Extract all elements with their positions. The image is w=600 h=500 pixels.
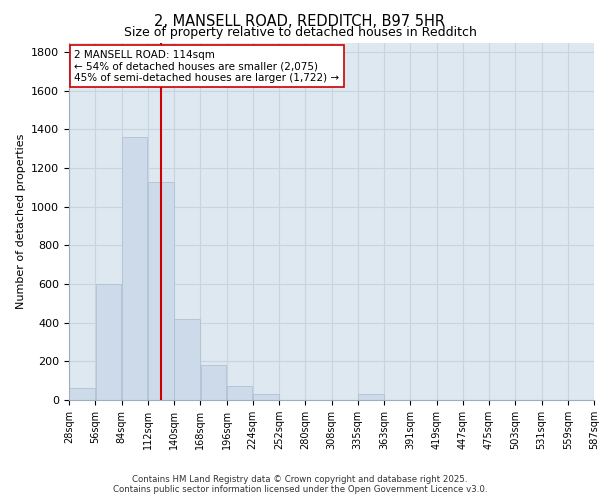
Text: 2 MANSELL ROAD: 114sqm
← 54% of detached houses are smaller (2,075)
45% of semi-: 2 MANSELL ROAD: 114sqm ← 54% of detached… [74,50,340,83]
Bar [122,137,148,400]
Text: 2, MANSELL ROAD, REDDITCH, B97 5HR: 2, MANSELL ROAD, REDDITCH, B97 5HR [155,14,445,29]
Bar [174,319,200,400]
Bar [358,394,384,400]
Bar [69,388,95,400]
Bar [95,284,121,400]
Bar [148,182,174,400]
Bar [253,394,279,400]
Text: Size of property relative to detached houses in Redditch: Size of property relative to detached ho… [124,26,476,39]
Text: Contains HM Land Registry data © Crown copyright and database right 2025.
Contai: Contains HM Land Registry data © Crown c… [113,474,487,494]
Bar [200,365,226,400]
Y-axis label: Number of detached properties: Number of detached properties [16,134,26,309]
Bar [227,386,253,400]
